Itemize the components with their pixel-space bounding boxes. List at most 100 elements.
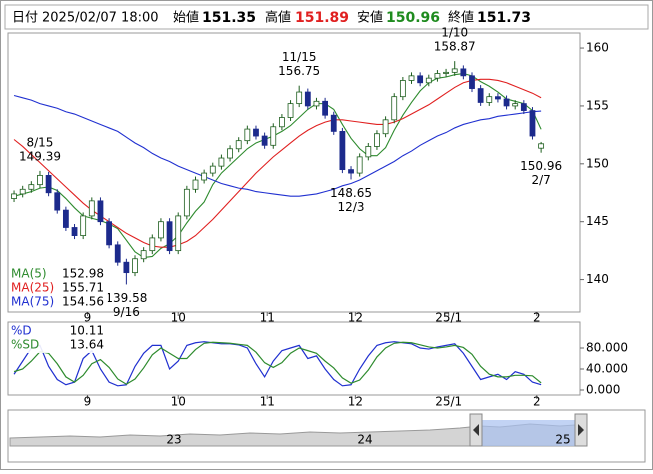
candle-body xyxy=(356,156,363,174)
candle-body xyxy=(166,221,173,252)
annotation-date: 1/10 xyxy=(441,26,468,40)
candle-body xyxy=(330,114,337,132)
legend-box xyxy=(10,323,108,353)
x-tick-label: 10 xyxy=(171,395,186,409)
annotation-value: 156.75 xyxy=(278,64,320,78)
header-label: 高値 xyxy=(265,10,291,26)
candle-body xyxy=(339,131,346,171)
y-tick-label: 150 xyxy=(586,156,609,170)
candle-body xyxy=(45,174,52,194)
candle-body xyxy=(253,128,259,137)
x-tick-label: 25/1 xyxy=(435,311,462,325)
candle-body xyxy=(54,192,61,211)
candle-body xyxy=(296,91,303,105)
annotation-date: 9/16 xyxy=(113,305,140,319)
candle-body xyxy=(71,227,78,236)
legend-name: %D xyxy=(11,324,32,338)
header-label: 始値 xyxy=(173,10,199,26)
candle-body xyxy=(304,91,311,107)
ma-line xyxy=(13,94,542,197)
y-tick-label: 145 xyxy=(586,214,609,228)
candle-body xyxy=(28,184,35,190)
annotation-value: 139.58 xyxy=(105,291,147,305)
candle-body xyxy=(529,110,536,137)
y-tick-label: 160 xyxy=(586,41,609,55)
candle-body xyxy=(469,75,475,89)
y-tick-label: 80.000 xyxy=(586,340,628,354)
candle-body xyxy=(19,188,26,195)
legend-value: 152.98 xyxy=(62,267,104,281)
annotation-date: 2/7 xyxy=(531,173,550,187)
candle-body xyxy=(313,100,320,107)
candle-body xyxy=(365,146,372,158)
candle-body xyxy=(495,96,501,100)
candle-body xyxy=(158,221,164,239)
candle-body xyxy=(503,98,510,107)
header-value: 150.96 xyxy=(386,10,440,26)
candle-body xyxy=(477,88,484,103)
candle-body xyxy=(62,209,69,228)
candle-body xyxy=(140,250,147,260)
navigator-label: 24 xyxy=(357,433,372,447)
candle-body xyxy=(374,133,380,147)
header-label: 安値 xyxy=(357,10,383,26)
candle-body xyxy=(538,143,545,149)
annotation-value: 158.87 xyxy=(434,40,476,54)
annotation-date: 12/3 xyxy=(338,200,365,214)
candle-body xyxy=(149,237,156,252)
candle-body xyxy=(88,200,95,217)
legend-box xyxy=(10,266,108,310)
candle-body xyxy=(391,96,398,121)
annotation-value: 148.65 xyxy=(330,186,372,200)
legend-value: 154.56 xyxy=(62,295,104,309)
line xyxy=(13,341,542,387)
x-tick-label: 2 xyxy=(533,311,541,325)
candle-body xyxy=(11,193,17,199)
price-plot xyxy=(11,61,545,285)
y-tick-label: 140 xyxy=(586,272,609,286)
legend-name: %SD xyxy=(11,338,39,352)
legend-name: MA(75) xyxy=(11,295,54,309)
candle-body xyxy=(382,119,389,135)
candle-body xyxy=(132,258,138,274)
annotation-value: 149.39 xyxy=(19,149,61,163)
y-tick-label: 40.000 xyxy=(586,362,628,376)
navigator-selection[interactable] xyxy=(482,420,575,446)
handle-arrow xyxy=(578,424,584,436)
candle-body xyxy=(227,148,233,159)
candle-body xyxy=(175,215,182,252)
x-tick-label: 11 xyxy=(260,395,275,409)
candle-body xyxy=(434,73,441,79)
annotation-date: 8/15 xyxy=(26,135,53,149)
x-tick-label: 12 xyxy=(348,311,363,325)
annotation-date: 11/15 xyxy=(282,50,317,64)
y-tick-label: 0.000 xyxy=(586,383,620,397)
x-tick-label: 2 xyxy=(533,395,541,409)
candle-body xyxy=(106,221,112,246)
line xyxy=(13,341,542,385)
legend-name: MA(25) xyxy=(11,281,54,295)
candle-body xyxy=(443,71,449,74)
legend-value: 13.64 xyxy=(70,338,104,352)
x-tick-label: 10 xyxy=(171,311,186,325)
candle-body xyxy=(520,103,527,111)
legend-value: 10.11 xyxy=(70,324,104,338)
candle-body xyxy=(287,103,294,118)
candle-body xyxy=(80,215,87,236)
candle-body xyxy=(460,68,467,77)
candle-body xyxy=(279,117,285,128)
candle-body xyxy=(322,100,329,116)
candle-body xyxy=(192,179,199,190)
candle-body xyxy=(451,68,458,73)
x-tick-label: 12 xyxy=(348,395,363,409)
legend-value: 155.71 xyxy=(62,281,104,295)
candle-body xyxy=(123,261,130,274)
annotation-value: 150.96 xyxy=(520,159,562,173)
candle-body xyxy=(512,103,519,107)
candle-body xyxy=(244,128,251,142)
candle-body xyxy=(201,172,208,181)
candle-body xyxy=(218,157,225,167)
candle-body xyxy=(209,165,216,174)
x-tick-label: 9 xyxy=(84,395,92,409)
